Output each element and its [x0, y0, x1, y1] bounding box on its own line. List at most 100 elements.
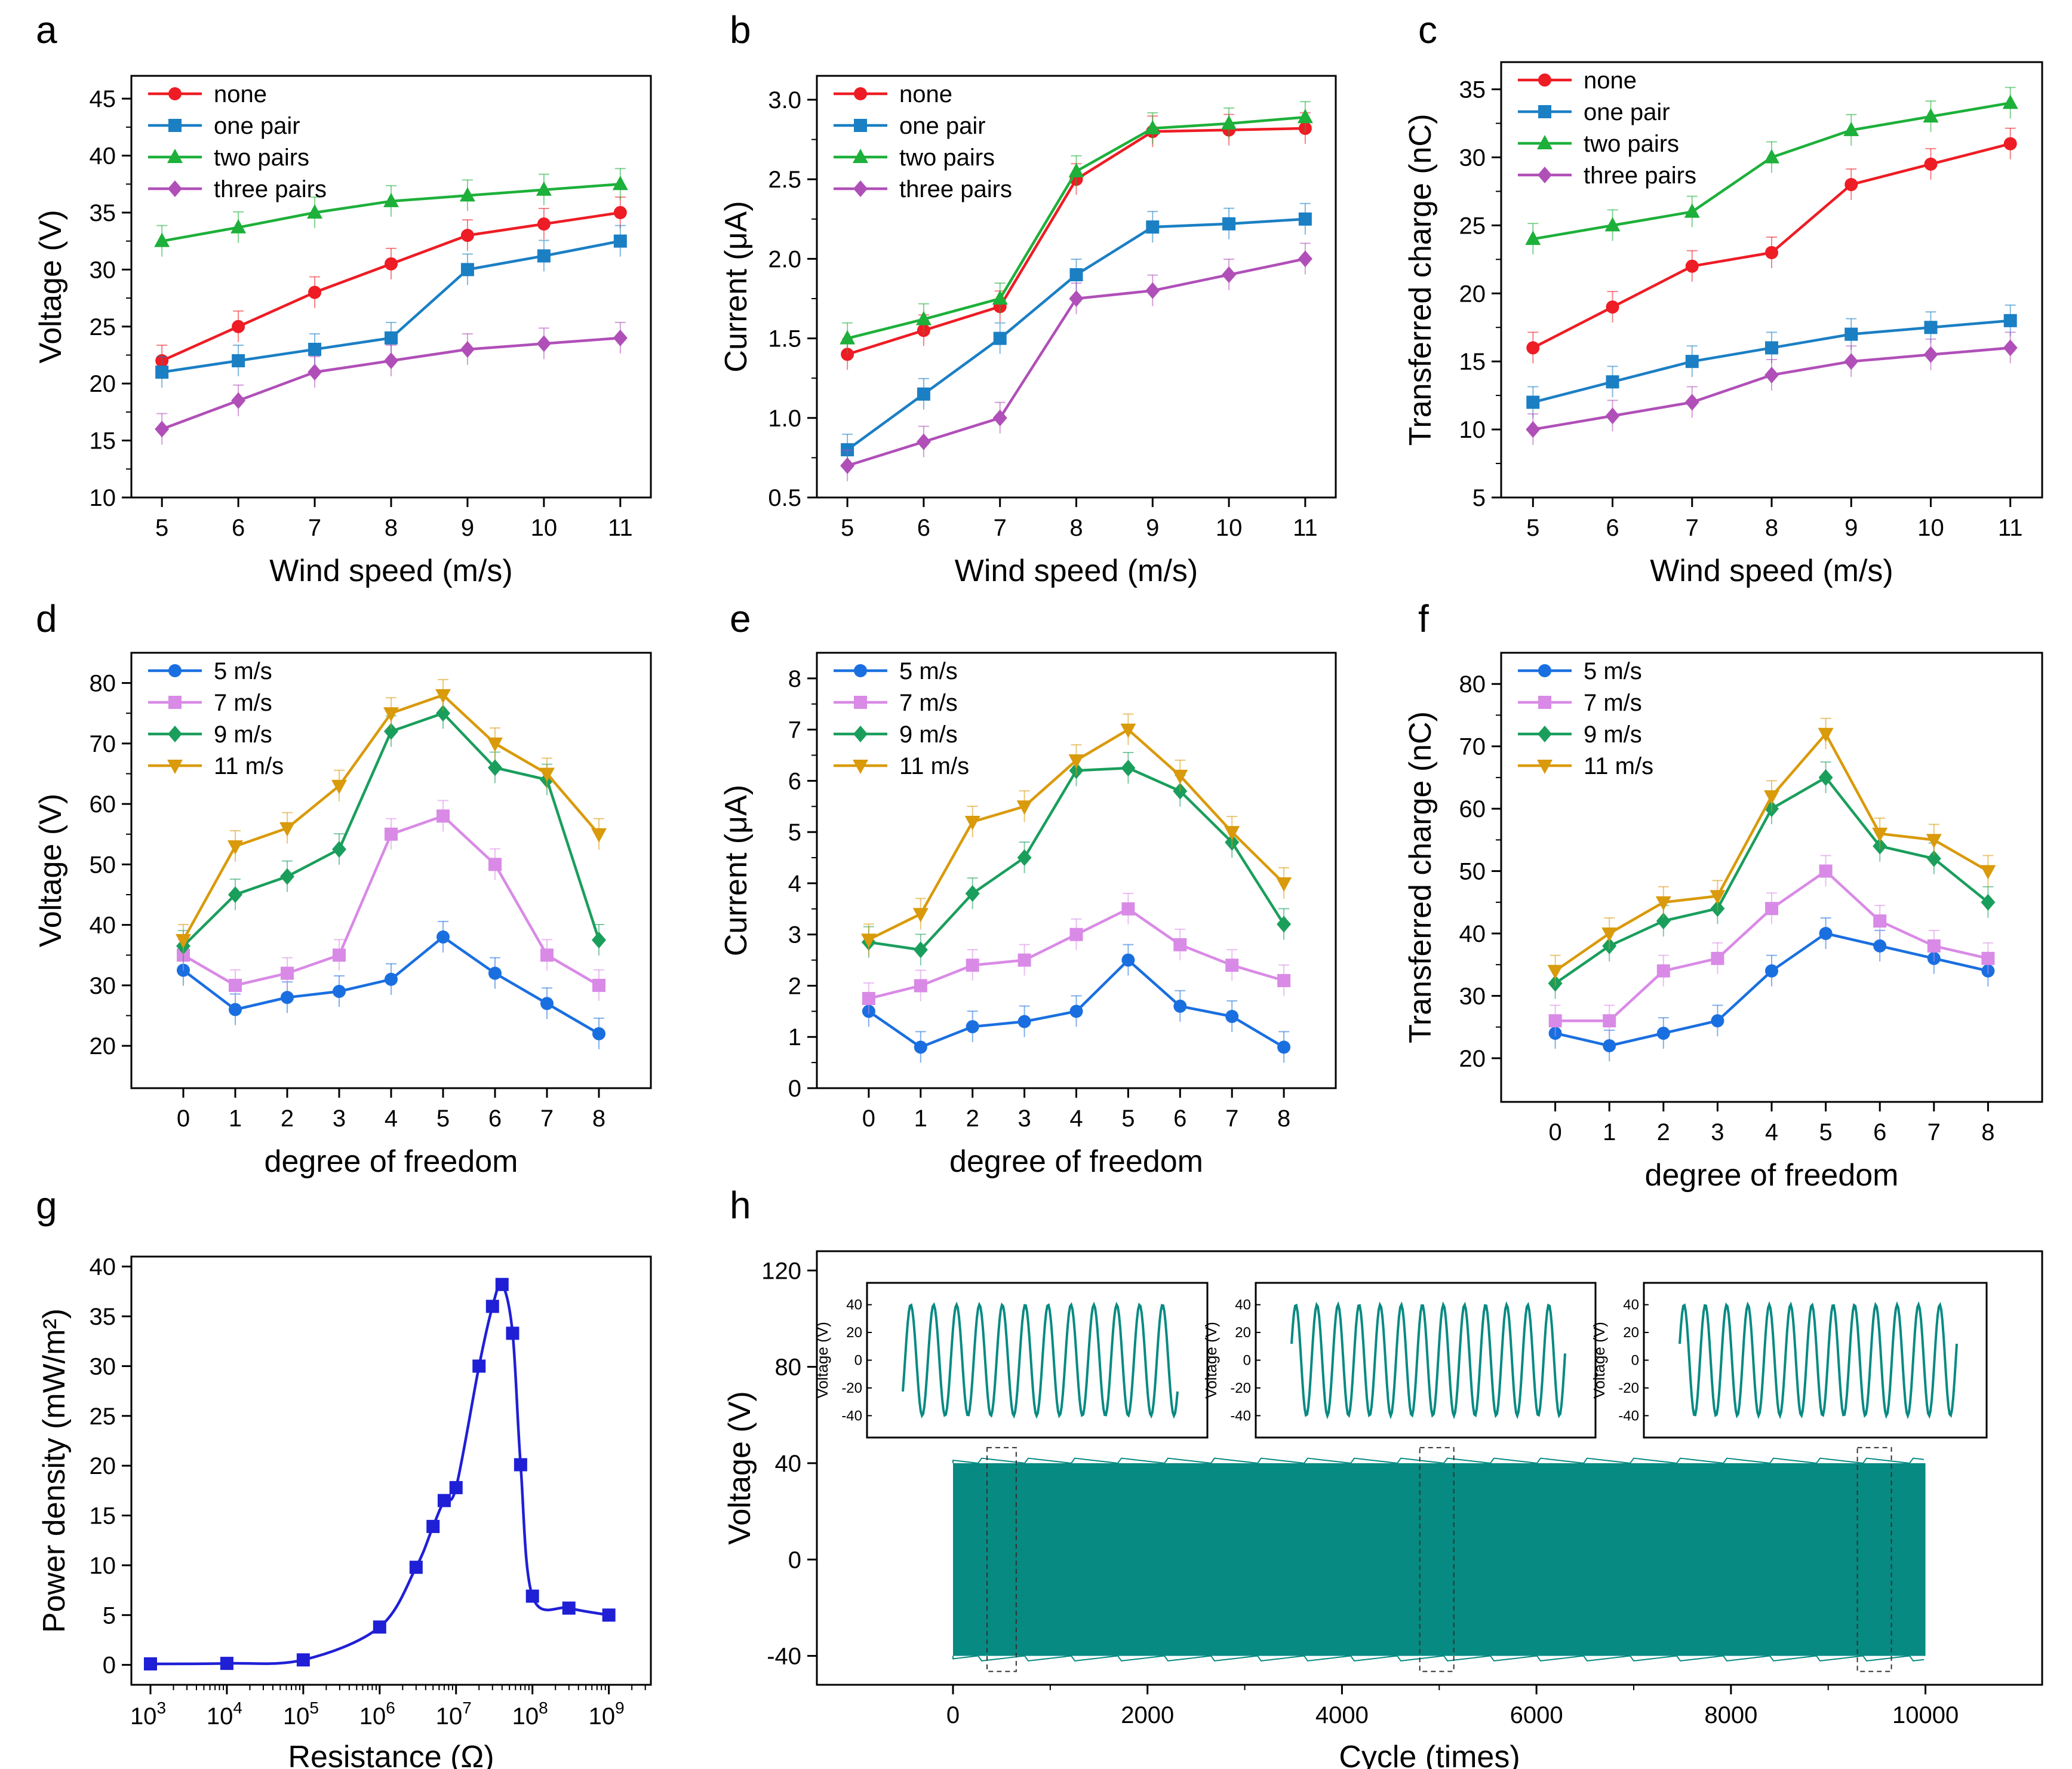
data-point	[143, 1657, 157, 1670]
y-tick-label: 5	[103, 1602, 116, 1629]
x-tick-label: 5	[841, 515, 854, 541]
legend-marker	[1537, 135, 1553, 149]
data-point	[1685, 355, 1699, 368]
legend-marker	[853, 760, 868, 774]
panel-label: f	[1418, 597, 1429, 640]
data-point	[1819, 927, 1833, 940]
x-tick-label: 11	[608, 515, 633, 541]
data-point	[1684, 394, 1699, 411]
y-tick-label: 8	[788, 666, 801, 692]
data-point	[2003, 314, 2017, 327]
y-tick-label: 15	[1459, 349, 1486, 375]
x-tick-label: 3	[1711, 1119, 1724, 1145]
x-tick-label: 5	[1526, 515, 1539, 541]
data-point	[1711, 951, 1724, 965]
data-point	[540, 948, 554, 962]
data-point	[965, 885, 980, 902]
y-tick-label: 6	[788, 768, 801, 794]
data-point	[1146, 220, 1160, 234]
x-tick-label: 7	[308, 515, 321, 541]
legend-label: 11 m/s	[214, 753, 284, 779]
data-point	[176, 933, 191, 948]
data-point	[1923, 108, 1939, 123]
data-point	[1173, 999, 1187, 1013]
legend-label: two pairs	[1584, 131, 1679, 157]
x-tick-base: 10	[207, 1703, 233, 1730]
data-point	[914, 1040, 927, 1054]
y-tick-label: 25	[1459, 213, 1486, 239]
data-point	[912, 908, 929, 923]
y-tick-label: 35	[90, 1304, 116, 1330]
y-axis-label: Current (μA)	[719, 201, 754, 372]
data-point	[472, 1359, 486, 1373]
signal-band	[953, 1463, 1926, 1656]
x-axis-label: Wind speed (m/s)	[269, 554, 512, 588]
x-tick-label: 2	[281, 1105, 294, 1132]
data-point	[1764, 790, 1779, 805]
y-tick-label: 5	[788, 819, 801, 846]
data-point	[231, 392, 246, 409]
legend-label: 9 m/s	[214, 721, 272, 748]
data-point	[279, 822, 295, 837]
x-tick-label: 5	[1819, 1119, 1832, 1145]
zoom-window	[1856, 1446, 1892, 1672]
x-tick-label: 7	[1927, 1119, 1941, 1145]
data-point	[966, 1020, 979, 1034]
x-tick-label: 6000	[1510, 1702, 1563, 1728]
plot-frame	[1500, 61, 2043, 499]
data-point	[1980, 865, 1996, 880]
data-point	[1684, 203, 1700, 218]
legend-marker	[1538, 726, 1552, 742]
x-tick-label: 7	[540, 1105, 554, 1132]
y-tick-label: 7	[788, 717, 801, 744]
x-tick-label: 0	[177, 1105, 190, 1132]
inset-y-tick-label: -20	[1230, 1380, 1251, 1396]
x-tick-label: 8	[1277, 1105, 1290, 1132]
inset-3: -40 -20 0 20 40 Voltage (V)	[1590, 1282, 1988, 1439]
legend-marker	[854, 696, 867, 709]
data-point	[281, 966, 294, 980]
y-tick-label: 30	[90, 973, 116, 999]
data-point	[385, 331, 398, 345]
data-point	[840, 457, 855, 474]
x-tick-label: 7	[1225, 1105, 1238, 1132]
data-point	[1873, 914, 1887, 928]
data-point	[1844, 327, 1858, 341]
data-point	[460, 229, 474, 242]
data-point	[1927, 939, 1941, 953]
data-point	[495, 1277, 509, 1291]
y-tick-label: 25	[90, 1403, 116, 1430]
data-point	[281, 991, 294, 1005]
data-point	[228, 840, 243, 855]
x-tick-base: 10	[283, 1703, 310, 1730]
data-point	[993, 331, 1007, 345]
data-point	[307, 204, 323, 219]
data-point	[1016, 800, 1032, 815]
data-point	[383, 192, 399, 207]
x-tick-label: 2	[966, 1105, 979, 1132]
data-point	[1172, 769, 1188, 784]
y-tick-label: 20	[90, 1453, 116, 1479]
legend-marker	[168, 119, 182, 132]
data-point	[562, 1601, 576, 1615]
data-point	[2003, 339, 2018, 357]
data-point	[915, 311, 932, 325]
y-tick-label: -40	[767, 1644, 801, 1670]
data-point	[308, 364, 322, 381]
legend-marker	[167, 149, 183, 163]
x-tick-label: 4	[1069, 1105, 1083, 1132]
data-point	[1297, 109, 1313, 124]
zoom-window	[1419, 1446, 1455, 1672]
legend-label: none	[1584, 67, 1637, 94]
y-tick-label: 1	[788, 1024, 801, 1051]
y-tick-label: 4	[788, 871, 801, 897]
data-point	[333, 948, 346, 962]
x-tick-label: 7	[1686, 515, 1699, 541]
y-tick-label: 2.5	[768, 167, 801, 193]
legend-marker	[854, 87, 867, 100]
data-point	[485, 1300, 499, 1313]
data-point	[436, 809, 450, 823]
x-tick-label: 6	[917, 515, 930, 541]
y-tick-label: 35	[90, 200, 116, 226]
legend-label: 9 m/s	[899, 721, 958, 748]
